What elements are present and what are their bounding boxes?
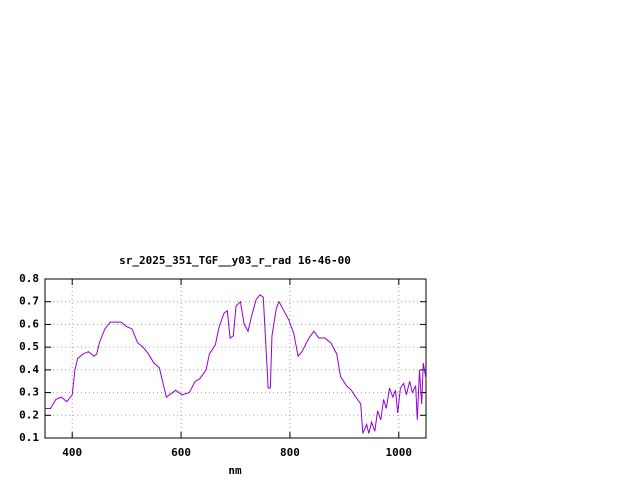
x-tick-label: 800 (280, 446, 300, 459)
y-tick-label: 0.8 (19, 272, 39, 285)
x-tick-label: 600 (171, 446, 191, 459)
chart-title: sr_2025_351_TGF__y03_r_rad 16-46-00 (119, 254, 351, 267)
y-tick-label: 0.7 (19, 295, 39, 308)
data-line (45, 294, 427, 434)
x-tick-label: 1000 (386, 446, 413, 459)
plot-frame (44, 278, 427, 439)
x-axis-label: nm (228, 464, 242, 477)
y-tick-label: 0.6 (19, 317, 39, 330)
y-tick-label: 0.4 (19, 363, 39, 376)
y-tick-label: 0.5 (19, 340, 39, 353)
y-tick-label: 0.3 (19, 386, 39, 399)
y-tick-label: 0.1 (19, 431, 39, 444)
y-tick-label: 0.2 (19, 408, 39, 421)
x-tick-label: 400 (62, 446, 82, 459)
